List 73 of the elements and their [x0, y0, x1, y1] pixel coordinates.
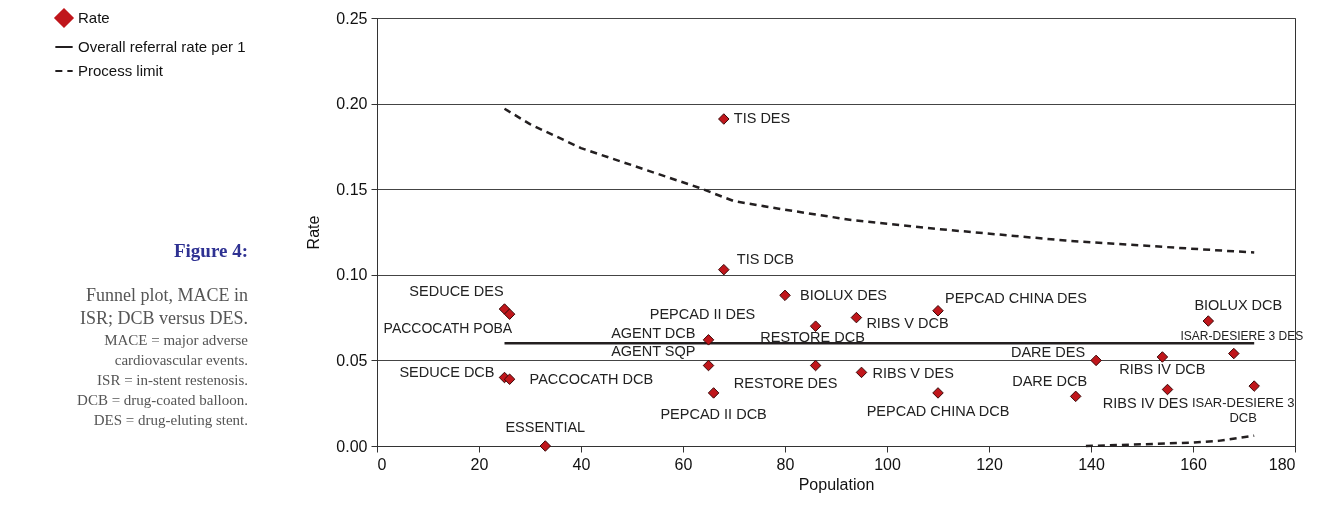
point	[539, 440, 552, 452]
x-tick-label: 100	[874, 455, 901, 473]
annotation: SEDUCE DES	[409, 283, 504, 300]
annotation: RESTORE DES	[733, 374, 838, 391]
point	[855, 366, 868, 379]
text: Funnel plot, MACE in ISR; DCB versus DES.	[78, 284, 248, 330]
x-tick-label: 0	[377, 455, 387, 473]
y-tick-label: 0.15	[336, 180, 368, 198]
point	[702, 334, 715, 346]
point	[809, 359, 822, 372]
x-tick-label: 120	[976, 455, 1003, 473]
x-tick-label: 160	[1180, 455, 1207, 473]
y-axis-title: Rate	[305, 215, 323, 250]
point	[707, 387, 720, 399]
annotation: PEPCAD II DES	[649, 305, 756, 322]
point	[809, 320, 822, 332]
point	[932, 305, 944, 317]
text: DES = drug-eluting stent.	[92, 411, 248, 430]
annotation: DARE DES	[1010, 344, 1086, 361]
point	[1069, 390, 1082, 403]
annotation: PEPCAD II DCB	[660, 405, 767, 422]
point	[503, 373, 516, 385]
point	[718, 113, 730, 125]
annotation: SEDUCE DCB	[399, 363, 495, 380]
annotation: PEPCAD CHINA DCB	[866, 402, 1010, 419]
point	[932, 387, 944, 399]
annotation: PACCOCATH DCB	[529, 371, 654, 388]
annotation: BIOLUX DCB	[1194, 297, 1283, 314]
annotation: TIS DES	[733, 110, 791, 127]
annotation: ESSENTIAL	[505, 419, 586, 435]
x-tick-label: 140	[1078, 455, 1105, 473]
point	[1202, 315, 1215, 327]
annotation: RIBS V DES	[872, 365, 954, 382]
y-tick-label: 0.00	[336, 437, 368, 455]
y-tick-label: 0.20	[336, 95, 368, 113]
y-tick-label: 0.25	[336, 9, 368, 27]
x-tick-label: 80	[776, 455, 795, 473]
annotation: ISAR-DESIERE 3 DCB	[1191, 395, 1295, 426]
x-tick-label: 60	[674, 455, 693, 473]
text: Figure 4:	[172, 240, 248, 262]
y-tick-label: 0.05	[336, 351, 368, 369]
x-tick-label: 40	[572, 455, 591, 473]
legend-label: Process limit	[78, 62, 164, 79]
text: DCB = drug-coated balloon.	[76, 391, 248, 410]
legend-label: Rate	[78, 9, 110, 26]
annotation: PEPCAD CHINA DES	[945, 289, 1087, 306]
legend-label: Overall referral rate per 1	[78, 38, 246, 55]
annotation: TIS DCB	[736, 250, 794, 267]
point	[718, 263, 730, 276]
annotation: AGENT DCB	[611, 324, 696, 341]
x-tick-label: 180	[1268, 455, 1296, 473]
y-tick-label: 0.10	[336, 266, 368, 284]
point	[1090, 354, 1102, 367]
x-axis-title: Population	[798, 475, 875, 493]
annotation: RIBS IV DCB	[1119, 360, 1206, 377]
text: MACE = major adverse cardiovascular events.	[103, 331, 248, 370]
point	[503, 308, 516, 320]
point	[1156, 351, 1169, 363]
annotation: RIBS V DCB	[866, 314, 949, 331]
annotation: RIBS IV DES	[1102, 394, 1189, 411]
annotation: BIOLUX DES	[800, 287, 888, 304]
annotation: DARE DCB	[1012, 373, 1088, 390]
point	[779, 289, 791, 302]
point	[702, 359, 715, 372]
point	[850, 311, 863, 324]
point	[1248, 380, 1260, 392]
text: ISR = in-stent restenosis.	[96, 371, 248, 390]
annotation: RESTORE DCB	[760, 329, 865, 346]
annotation: AGENT SQP	[611, 342, 696, 359]
x-tick-label: 20	[470, 455, 489, 473]
point	[1161, 383, 1174, 396]
point	[1228, 347, 1240, 360]
annotation: PACCOCATH POBA	[383, 320, 513, 337]
